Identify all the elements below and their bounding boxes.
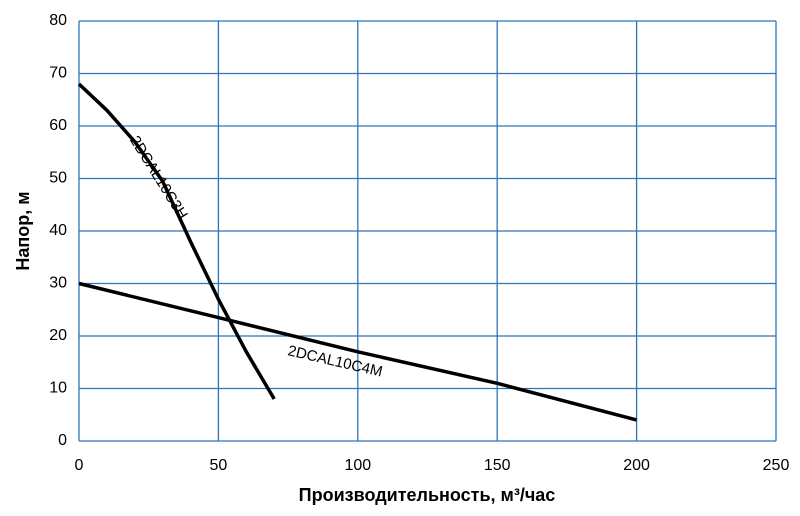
y-tick-label: 10 (49, 380, 67, 397)
y-tick-label: 60 (49, 117, 67, 134)
y-tick-label: 50 (49, 170, 67, 187)
x-axis-title: Производительность, м³/час (299, 485, 556, 505)
x-tick-label: 50 (210, 457, 228, 474)
y-tick-label: 70 (49, 65, 67, 82)
series-label: 2DCAL10C4M (286, 342, 384, 380)
y-tick-label: 20 (49, 327, 67, 344)
x-tick-label: 200 (623, 457, 650, 474)
x-tick-label: 150 (484, 457, 511, 474)
x-tick-label: 100 (344, 457, 371, 474)
y-tick-label: 30 (49, 275, 67, 292)
series-label: 2DCAL10C3H (126, 133, 191, 223)
x-tick-label: 250 (763, 457, 790, 474)
y-tick-label: 40 (49, 222, 67, 239)
y-tick-label: 0 (58, 432, 67, 449)
series-line (77, 82, 276, 400)
x-tick-label: 0 (75, 457, 84, 474)
series-line (78, 281, 638, 422)
y-tick-label: 80 (49, 12, 67, 29)
y-axis-title: Напор, м (13, 191, 33, 270)
